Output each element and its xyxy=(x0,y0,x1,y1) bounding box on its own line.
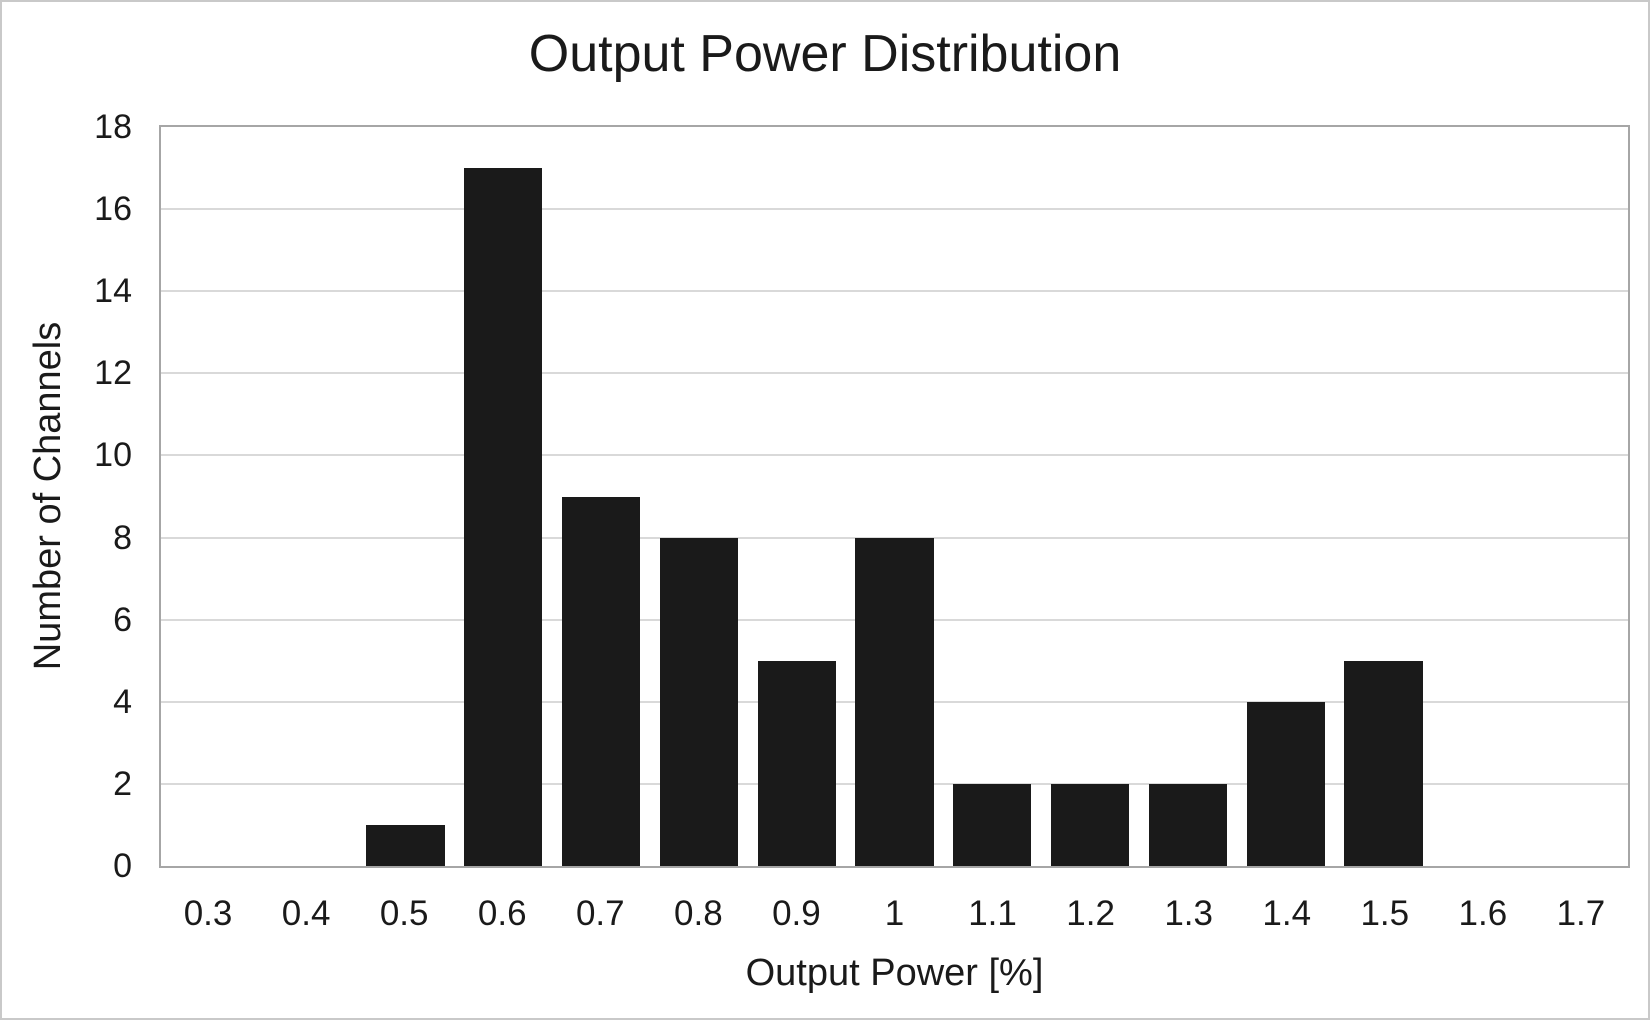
bar-slot-0.7 xyxy=(552,127,650,866)
bar-1.5 xyxy=(1344,660,1423,866)
y-tick-label-16: 16 xyxy=(94,190,132,229)
bar-slot-1.1 xyxy=(943,127,1041,866)
x-tick-label-0.8: 0.8 xyxy=(674,894,723,933)
y-tick-label-2: 2 xyxy=(113,764,132,803)
gridline-16 xyxy=(161,208,1628,211)
bar-1.4 xyxy=(1246,701,1325,866)
bar-slot-0.3 xyxy=(161,127,259,866)
x-tick-label-0.6: 0.6 xyxy=(477,894,527,933)
bar-slot-1.2 xyxy=(1041,127,1139,866)
bar-1.1 xyxy=(953,783,1032,866)
gridline-8 xyxy=(161,536,1628,539)
bar-1.2 xyxy=(1050,783,1130,866)
x-tick-label-0.7: 0.7 xyxy=(575,894,625,933)
bar-0.5 xyxy=(366,824,445,866)
gridline-10 xyxy=(161,454,1628,457)
bar-1.3 xyxy=(1148,783,1227,866)
x-tick-label-1.6: 1.6 xyxy=(1458,894,1508,933)
chart-title: Output Power Distribution xyxy=(528,25,1122,83)
y-tick-label-8: 8 xyxy=(113,518,132,557)
x-tick-label-0.9: 0.9 xyxy=(772,894,821,933)
x-tick-label-1.2: 1.2 xyxy=(1066,894,1115,933)
bar-series xyxy=(161,127,1628,866)
x-axis-title: Output Power [%] xyxy=(745,952,1044,994)
bar-0.9 xyxy=(757,660,836,866)
bar-slot-0.4 xyxy=(259,127,357,866)
x-tick-label-0.3: 0.3 xyxy=(183,894,233,933)
y-tick-label-0: 0 xyxy=(113,847,132,885)
x-axis-ticks: 0.3 0.4 0.5 0.6 0.7 0.8 0.9 1 1.1 1.2 1.3 1.4 1.5 1.6… xyxy=(159,890,1630,938)
y-tick-label-12: 12 xyxy=(94,354,132,393)
y-tick-label-18: 18 xyxy=(94,108,132,146)
x-tick-label-1.5: 1.5 xyxy=(1360,894,1410,933)
x-tick-label-1.3: 1.3 xyxy=(1164,894,1213,933)
bar-0.8 xyxy=(659,537,738,866)
x-tick-label-1.7: 1.7 xyxy=(1556,894,1606,933)
bar-slot-0.5 xyxy=(357,127,455,866)
bar-1 xyxy=(855,537,934,866)
bar-0.6 xyxy=(464,168,543,866)
bar-0.7 xyxy=(561,496,641,866)
x-tick-label-0.4: 0.4 xyxy=(281,894,331,933)
bar-slot-1.6 xyxy=(1432,127,1530,866)
y-tick-label-6: 6 xyxy=(113,600,132,639)
bar-slot-1.4 xyxy=(1237,127,1335,866)
bar-slot-1.5 xyxy=(1335,127,1433,866)
x-tick-label-1.1: 1.1 xyxy=(968,894,1017,933)
y-tick-label-4: 4 xyxy=(113,682,132,721)
gridline-12 xyxy=(161,372,1628,375)
bar-slot-1 xyxy=(846,127,944,866)
x-tick-label-1.4: 1.4 xyxy=(1262,894,1312,933)
gridline-14 xyxy=(161,290,1628,293)
bar-slot-1.7 xyxy=(1530,127,1628,866)
bar-slot-0.8 xyxy=(650,127,748,866)
bar-slot-0.6 xyxy=(454,127,552,866)
bar-slot-0.9 xyxy=(748,127,846,866)
x-tick-label-0.5: 0.5 xyxy=(379,894,429,933)
y-tick-label-10: 10 xyxy=(94,436,132,475)
plot-area xyxy=(159,125,1630,868)
x-tick-label-1: 1 xyxy=(884,894,905,933)
y-tick-label-14: 14 xyxy=(94,272,132,311)
bar-slot-1.3 xyxy=(1139,127,1237,866)
